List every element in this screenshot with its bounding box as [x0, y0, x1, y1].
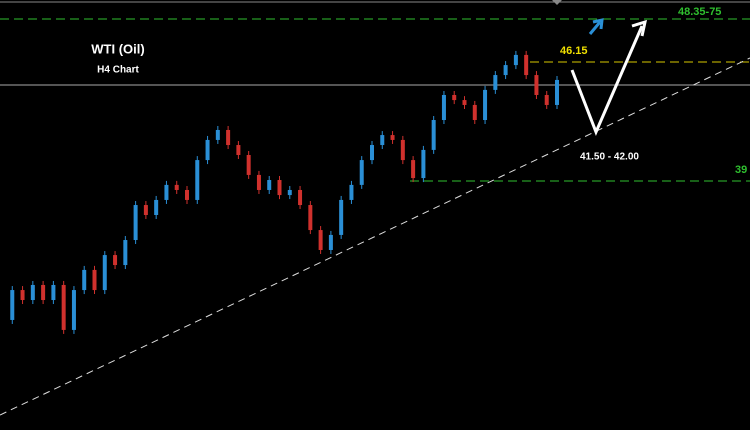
blue-arrow-head [592, 18, 604, 30]
candle [195, 160, 200, 200]
candle [318, 230, 323, 250]
annotation: 46.15 [560, 45, 588, 57]
candle [349, 184, 354, 200]
candle [411, 160, 416, 179]
candle [534, 75, 539, 95]
candle [174, 184, 179, 190]
candle [10, 290, 15, 320]
projection-arrow [570, 25, 644, 136]
candle [472, 104, 477, 121]
candle [185, 189, 189, 200]
candle [205, 139, 210, 161]
candle [513, 54, 518, 66]
candle [92, 269, 97, 291]
candle [359, 160, 364, 185]
candle [246, 154, 251, 175]
candle [267, 180, 272, 190]
chart-title: WTI (Oil) [91, 41, 144, 56]
candle [441, 94, 446, 121]
candle [133, 205, 138, 241]
candle [41, 284, 46, 301]
candle [555, 79, 559, 105]
candle [421, 149, 426, 179]
chart-subtitle: H4 Chart [97, 65, 139, 76]
annotation: 41.50 - 42.00 [580, 152, 639, 163]
candle [400, 139, 405, 161]
candle [215, 129, 220, 140]
candle [503, 65, 508, 76]
candle [493, 75, 498, 90]
trend-line [0, 57, 750, 416]
candle [452, 94, 457, 101]
candle [30, 284, 35, 301]
candle [123, 240, 128, 266]
arrow-head [631, 19, 648, 37]
candle [380, 135, 385, 146]
candle [164, 184, 169, 200]
candle [256, 174, 261, 190]
candles [10, 50, 559, 334]
candle [524, 54, 529, 76]
candle [431, 120, 436, 150]
annotation: 48.35-75 [678, 6, 721, 18]
candle [236, 145, 241, 155]
annotation: 39 [735, 164, 747, 176]
marker [552, 0, 562, 5]
candle [226, 129, 231, 146]
candle [20, 290, 25, 301]
candle [287, 189, 292, 196]
candle [51, 284, 56, 301]
candle [370, 145, 374, 161]
blue-arrow [588, 21, 602, 35]
candle [277, 180, 282, 196]
candle [102, 255, 107, 291]
candle [143, 205, 148, 215]
candle [61, 284, 66, 330]
candle [308, 205, 313, 231]
candle [328, 234, 333, 250]
candle [71, 290, 76, 330]
candle [544, 94, 549, 105]
candle [390, 135, 395, 140]
candle [298, 189, 303, 206]
candle [462, 100, 467, 105]
candle [483, 89, 488, 121]
candle [154, 199, 159, 215]
candle [82, 269, 87, 291]
candle [113, 255, 118, 266]
candle [339, 199, 344, 235]
